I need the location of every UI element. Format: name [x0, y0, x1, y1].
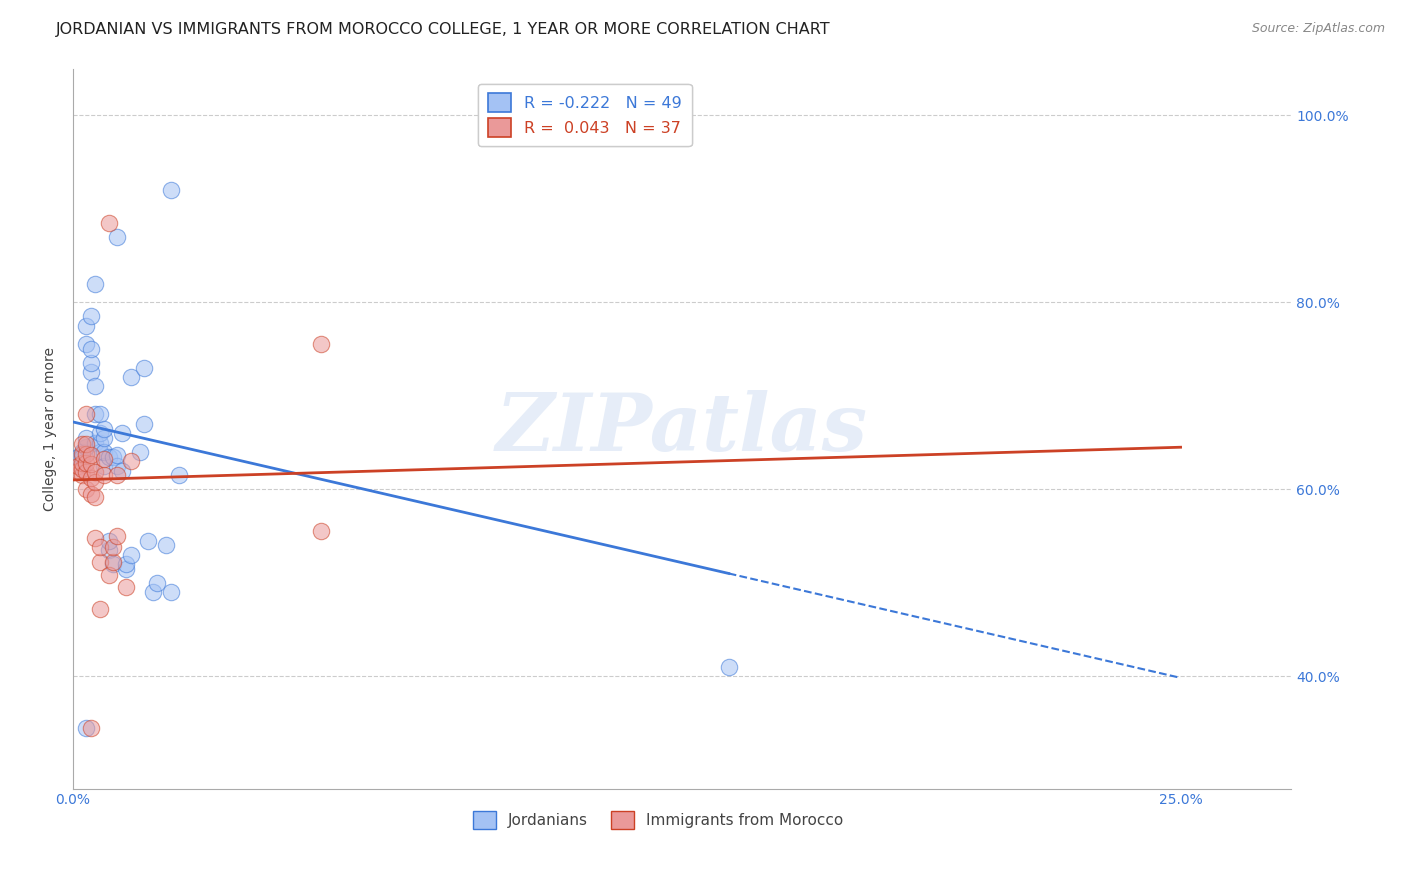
Point: [93, 458, 115, 473]
Point: [115, 562, 138, 576]
Point: [70, 437, 93, 451]
Point: [101, 450, 124, 464]
Point: [84, 435, 107, 450]
Point: [80, 721, 103, 735]
Point: [75, 466, 97, 480]
Point: [309, 524, 332, 539]
Point: [70, 450, 93, 464]
Text: JORDANIAN VS IMMIGRANTS FROM MOROCCO COLLEGE, 1 YEAR OR MORE CORRELATION CHART: JORDANIAN VS IMMIGRANTS FROM MOROCCO COL…: [56, 22, 831, 37]
Point: [101, 557, 124, 571]
Point: [84, 475, 107, 489]
Point: [155, 538, 177, 552]
Point: [120, 548, 142, 562]
Point: [75, 431, 97, 445]
Point: [146, 575, 169, 590]
Point: [159, 585, 181, 599]
Point: [84, 466, 107, 480]
Point: [80, 487, 103, 501]
Point: [111, 464, 134, 478]
Point: [93, 445, 115, 459]
Point: [70, 445, 93, 459]
Point: [105, 448, 128, 462]
Point: [75, 440, 97, 454]
Point: [75, 447, 97, 461]
Point: [70, 456, 93, 470]
Point: [105, 230, 128, 244]
Point: [66, 458, 89, 473]
Point: [101, 541, 124, 555]
Point: [75, 483, 97, 497]
Point: [138, 533, 160, 548]
Point: [309, 337, 332, 351]
Point: [89, 426, 111, 441]
Point: [80, 448, 103, 462]
Point: [70, 468, 93, 483]
Point: [115, 581, 138, 595]
Point: [93, 421, 115, 435]
Point: [66, 450, 89, 464]
Point: [105, 529, 128, 543]
Point: [84, 277, 107, 291]
Text: ZIPatlas: ZIPatlas: [496, 390, 869, 467]
Point: [89, 435, 111, 450]
Point: [97, 568, 120, 582]
Point: [75, 408, 97, 422]
Point: [142, 585, 165, 599]
Point: [66, 464, 89, 478]
Point: [84, 379, 107, 393]
Point: [101, 555, 124, 569]
Point: [75, 437, 97, 451]
Point: [89, 602, 111, 616]
Point: [84, 490, 107, 504]
Point: [75, 337, 97, 351]
Point: [89, 408, 111, 422]
Point: [169, 468, 191, 483]
Point: [80, 457, 103, 471]
Point: [120, 370, 142, 384]
Point: [105, 458, 128, 473]
Point: [97, 450, 120, 464]
Point: [84, 531, 107, 545]
Point: [717, 660, 740, 674]
Point: [120, 454, 142, 468]
Point: [97, 216, 120, 230]
Point: [84, 408, 107, 422]
Point: [97, 533, 120, 548]
Point: [89, 445, 111, 459]
Y-axis label: College, 1 year or more: College, 1 year or more: [44, 346, 58, 510]
Point: [159, 183, 181, 197]
Point: [128, 445, 150, 459]
Point: [75, 721, 97, 735]
Point: [70, 447, 93, 461]
Point: [80, 366, 103, 380]
Point: [132, 360, 155, 375]
Point: [75, 456, 97, 470]
Point: [80, 356, 103, 370]
Point: [111, 426, 134, 441]
Point: [80, 342, 103, 356]
Point: [93, 431, 115, 445]
Point: [93, 468, 115, 483]
Point: [97, 543, 120, 558]
Point: [70, 461, 93, 475]
Point: [75, 318, 97, 333]
Point: [132, 417, 155, 431]
Point: [93, 452, 115, 467]
Point: [89, 555, 111, 569]
Point: [80, 471, 103, 485]
Legend: Jordanians, Immigrants from Morocco: Jordanians, Immigrants from Morocco: [467, 805, 849, 835]
Point: [89, 541, 111, 555]
Text: Source: ZipAtlas.com: Source: ZipAtlas.com: [1251, 22, 1385, 36]
Point: [80, 310, 103, 324]
Point: [105, 468, 128, 483]
Point: [115, 557, 138, 571]
